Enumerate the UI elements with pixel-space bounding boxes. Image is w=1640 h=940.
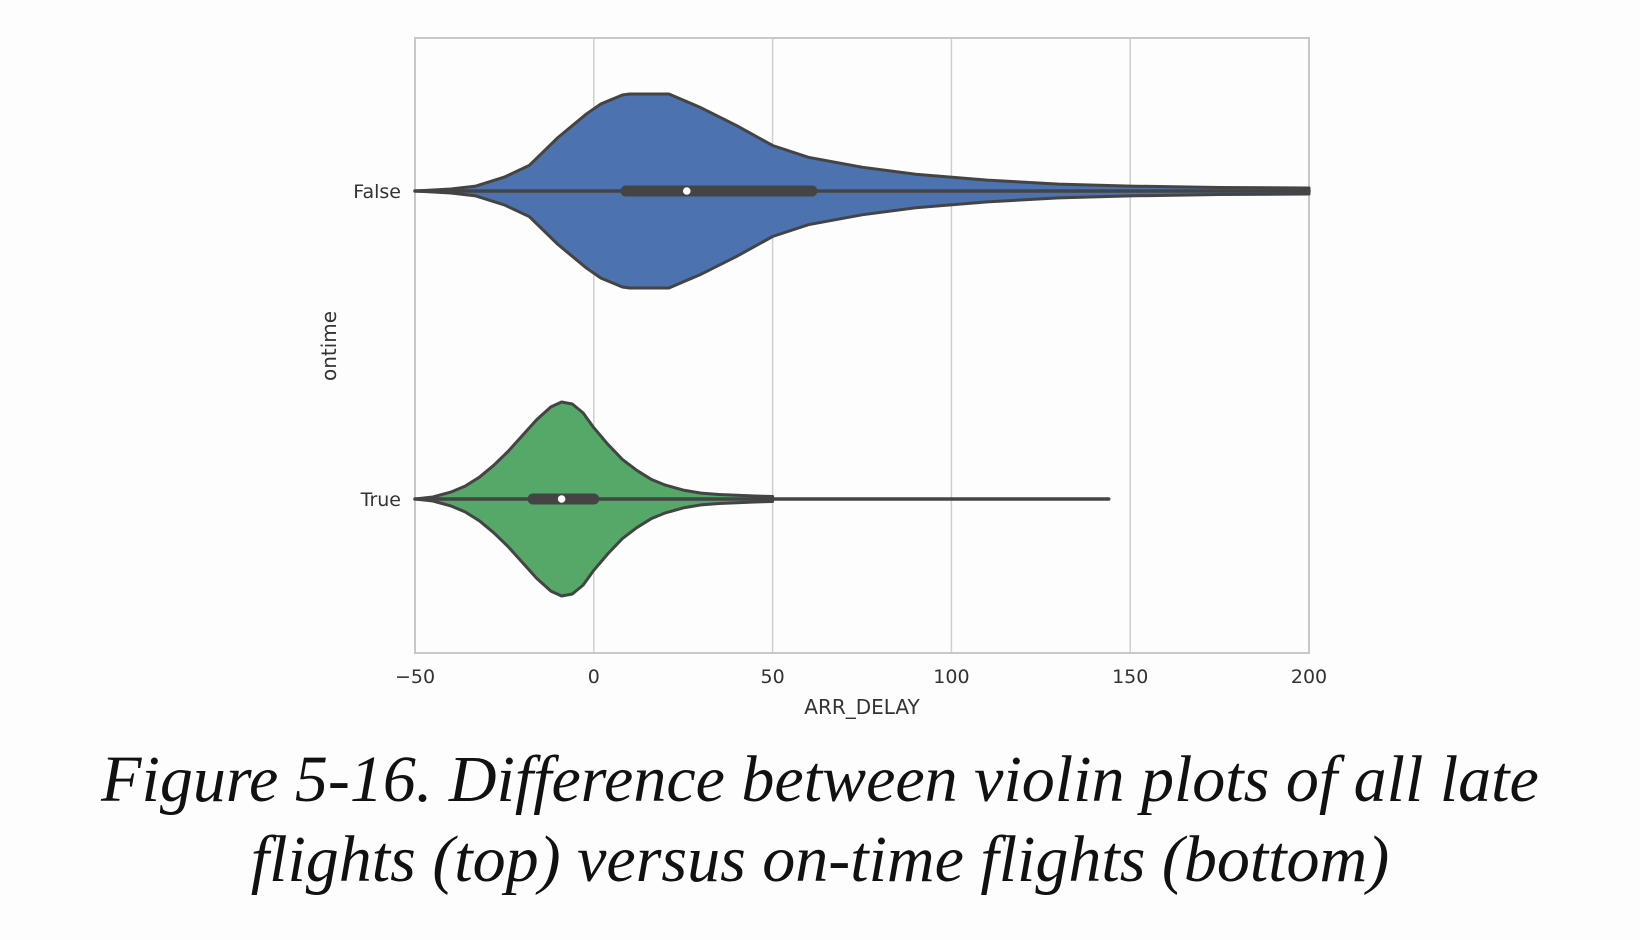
category-label: True (360, 489, 401, 511)
x-tick-label: 50 (761, 666, 785, 688)
violin-chart: −50 0 50 100 150 200 False True ARR_DELAY onti… (317, 37, 1327, 719)
category-labels: False True (353, 181, 401, 511)
figure-caption: Figure 5-16. Difference between violin p… (0, 740, 1640, 900)
caption-line-1: Figure 5-16. Difference between violin p… (101, 743, 1539, 816)
x-tick-labels: −50 0 50 100 150 200 (395, 666, 1327, 688)
caption-line-2: flights (top) versus on-time flights (bo… (250, 823, 1390, 896)
violin-median-point (557, 495, 566, 503)
x-tick-label: 0 (588, 666, 600, 688)
violins (413, 92, 1311, 598)
x-axis-label: ARR_DELAY (804, 695, 920, 719)
category-label: False (353, 181, 401, 203)
x-tick-label: −50 (395, 666, 435, 688)
y-axis-label: ontime (317, 311, 341, 381)
x-tick-label: 150 (1112, 666, 1148, 688)
violin-median-point (682, 187, 691, 195)
x-tick-label: 200 (1291, 666, 1327, 688)
plot-frame (414, 37, 1310, 654)
x-tick-label: 100 (933, 666, 969, 688)
